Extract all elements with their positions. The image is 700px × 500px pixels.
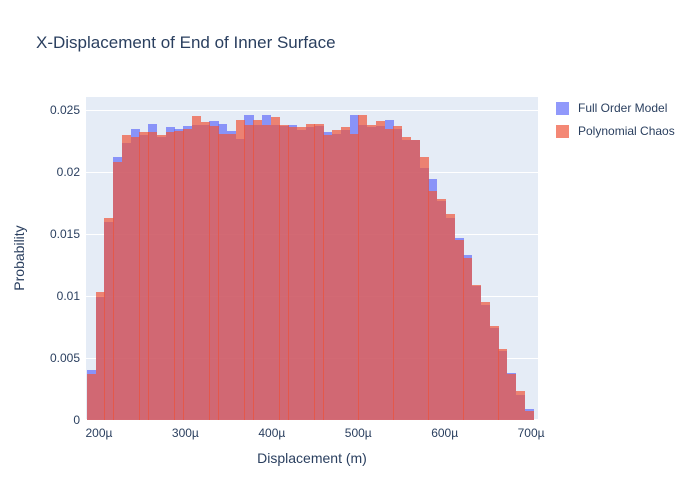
histogram-bar-polynomial-chaos: [402, 137, 412, 420]
x-tick-label: 300µ: [171, 426, 199, 440]
histogram-bar-polynomial-chaos: [139, 132, 149, 420]
x-axis-title: Displacement (m): [257, 450, 367, 466]
histogram-bar-polynomial-chaos: [288, 127, 298, 420]
histogram-bar-polynomial-chaos: [507, 374, 517, 420]
histogram-bar-polynomial-chaos: [463, 257, 473, 420]
histogram-bar-polynomial-chaos: [209, 126, 219, 420]
histogram-bar-polynomial-chaos: [331, 129, 342, 420]
y-tick-label: 0.02: [56, 165, 80, 179]
histogram-bar-polynomial-chaos: [305, 123, 315, 420]
y-axis-title: Probability: [11, 225, 27, 291]
histogram-bar-polynomial-chaos: [200, 122, 210, 420]
histogram-bar-polynomial-chaos: [323, 134, 333, 420]
y-tick-label: 0.005: [49, 351, 80, 365]
y-tick-label: 0.025: [49, 103, 80, 118]
histogram-bar-polynomial-chaos: [261, 124, 272, 420]
histogram-bar-polynomial-chaos: [340, 127, 350, 420]
histogram-bar-polynomial-chaos: [121, 134, 132, 420]
y-tick-label: 0.01: [56, 289, 80, 303]
histogram-bar-polynomial-chaos: [270, 117, 280, 420]
histogram-bar-polynomial-chaos: [454, 240, 464, 420]
histogram-bar-polynomial-chaos: [314, 123, 324, 420]
legend: Full Order Model Polynomial Chaos: [556, 101, 675, 138]
histogram-bar-polynomial-chaos: [156, 134, 167, 420]
histogram-bar-polynomial-chaos: [445, 214, 455, 420]
histogram-bar-polynomial-chaos: [148, 132, 158, 420]
histogram-bar-polynomial-chaos: [384, 128, 394, 420]
legend-label-polynomial-chaos: Polynomial Chaos: [578, 124, 675, 138]
histogram-bar-polynomial-chaos: [191, 116, 202, 420]
histogram-bar-polynomial-chaos: [524, 411, 534, 420]
x-tick-label: 500µ: [344, 426, 372, 440]
histogram-bar-polynomial-chaos: [480, 302, 490, 420]
histogram-bar-polynomial-chaos: [86, 374, 96, 420]
histogram-bar-polynomial-chaos: [428, 190, 438, 420]
histogram-bar-polynomial-chaos: [183, 128, 193, 420]
x-tick-label: 200µ: [85, 426, 113, 440]
histogram-bar-polynomial-chaos: [375, 121, 385, 420]
histogram-bar-polynomial-chaos: [226, 133, 237, 420]
legend-swatch-polynomial-chaos-icon: [556, 124, 569, 138]
histogram-bar-polynomial-chaos: [349, 133, 359, 420]
histogram-bar-polynomial-chaos: [498, 349, 508, 420]
histogram-bar-polynomial-chaos: [104, 217, 114, 420]
histogram-bar-polynomial-chaos: [437, 199, 447, 420]
x-tick-label: 700µ: [517, 426, 545, 440]
histogram-bar-polynomial-chaos: [367, 124, 377, 420]
histogram-bar-polynomial-chaos: [419, 157, 429, 420]
plot-area: [86, 97, 538, 420]
histogram-bar-polynomial-chaos: [95, 292, 105, 420]
histogram-bar-polynomial-chaos: [113, 162, 123, 420]
y-tick-label: 0.015: [49, 227, 80, 241]
legend-item-full-order-model[interactable]: Full Order Model: [556, 101, 675, 115]
y-gridline: [86, 110, 538, 112]
histogram-bar-polynomial-chaos: [489, 325, 499, 420]
histogram-bar-polynomial-chaos: [244, 124, 254, 420]
histogram-bar-polynomial-chaos: [472, 284, 482, 420]
histogram-bar-polynomial-chaos: [296, 127, 307, 420]
histogram-bar-polynomial-chaos: [358, 114, 368, 420]
histogram-bar-polynomial-chaos: [174, 131, 184, 420]
histogram-bar-polynomial-chaos: [393, 126, 403, 420]
histogram-bar-polynomial-chaos: [218, 133, 228, 420]
histogram-bar-polynomial-chaos: [515, 391, 525, 420]
x-tick-label: 400µ: [258, 426, 286, 440]
legend-swatch-full-order-model-icon: [556, 101, 569, 115]
legend-item-polynomial-chaos[interactable]: Polynomial Chaos: [556, 124, 675, 138]
chart-title: X-Displacement of End of Inner Surface: [36, 33, 336, 52]
y-tick-label: 0: [73, 413, 80, 427]
histogram-bar-polynomial-chaos: [165, 132, 175, 420]
x-tick-label: 600µ: [431, 426, 459, 440]
histogram-bar-polynomial-chaos: [410, 139, 420, 420]
histogram-bar-polynomial-chaos: [279, 124, 289, 420]
histogram-bar-polynomial-chaos: [130, 137, 140, 420]
histogram-bar-polynomial-chaos: [253, 119, 263, 420]
legend-label-full-order-model: Full Order Model: [578, 101, 668, 115]
histogram-bar-polynomial-chaos: [235, 119, 245, 420]
